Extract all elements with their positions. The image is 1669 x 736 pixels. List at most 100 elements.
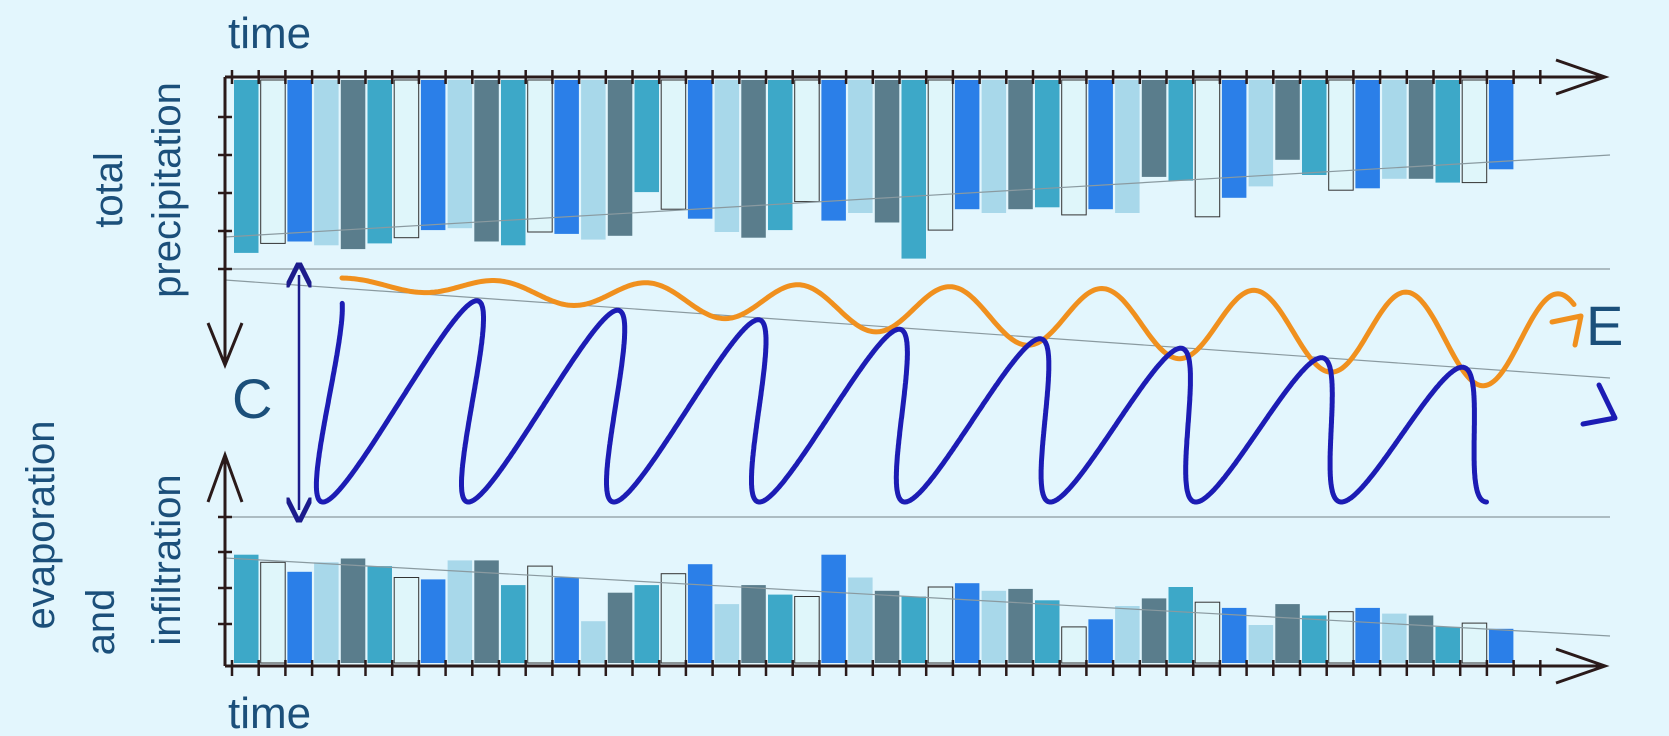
precipitation-bar (874, 80, 900, 223)
evaporation-bar (1035, 600, 1060, 663)
precipitation-bars (234, 79, 1514, 259)
precipitation-trend-line (224, 154, 1611, 238)
precipitation-bar (1221, 80, 1247, 198)
precipitation-bar (1194, 79, 1221, 218)
precipitation-bar (687, 80, 713, 219)
top-time-axis (206, 58, 1610, 369)
middle-trend-line (224, 279, 1611, 379)
precipitation-bar (340, 80, 366, 250)
evaporation-bar (447, 560, 473, 663)
precipitation-bar (1408, 80, 1434, 179)
evaporation-bar (1248, 625, 1274, 663)
precipitation-bar (367, 80, 392, 244)
evaporation-bar (527, 565, 553, 664)
precipitation-bar (1115, 80, 1140, 213)
evaporation-bar (1488, 628, 1514, 663)
evaporation-bar (1275, 604, 1300, 663)
evaporation-bar (234, 554, 259, 663)
precipitation-bar (1328, 79, 1354, 191)
evaporation-bar (1328, 611, 1354, 664)
precipitation-bar (794, 79, 820, 203)
evaporation-bar (1115, 606, 1140, 663)
precipitation-bar (447, 80, 473, 229)
evaporation-bar (393, 577, 420, 664)
top-axis-label-total: total (87, 152, 131, 228)
precipitation-bar (1355, 80, 1380, 189)
evaporation-bar (660, 573, 687, 664)
precipitation-bar (501, 80, 526, 246)
bottom-axis-ticks (218, 515, 1542, 676)
evaporation-bar (581, 621, 606, 663)
bottom-axis-label-evaporation: evaporation (19, 420, 63, 629)
bottom-time-axis (206, 450, 1610, 685)
e-arrow-head (1549, 313, 1584, 348)
evaporation-bar (260, 561, 286, 664)
water-cycle-loops (313, 298, 1489, 505)
precipitation-bar (1275, 80, 1300, 160)
bottom-time-label: time (228, 689, 311, 736)
top-axis-label-precipitation: precipitation (145, 82, 189, 298)
precipitation-bar (1302, 80, 1327, 175)
precipitation-bar (927, 79, 954, 231)
evaporation-bar (1221, 607, 1247, 663)
evaporation-bar (1061, 626, 1087, 664)
evaporation-bar (1461, 622, 1488, 664)
evaporation-bar (741, 585, 766, 663)
evaporation-bar (340, 558, 366, 663)
precipitation-bar (768, 80, 793, 231)
evaporation-bar (1168, 587, 1193, 663)
top-time-label: time (228, 9, 311, 58)
evaporation-bar (634, 585, 659, 663)
evaporation-bars (234, 554, 1514, 664)
precipitation-bar (1035, 80, 1060, 208)
evaporation-bar (714, 604, 740, 663)
precipitation-bar (1141, 80, 1167, 177)
precipitation-bar (848, 80, 873, 213)
e-label: E (1586, 294, 1623, 357)
evaporation-bar (420, 579, 446, 663)
precipitation-bar (954, 80, 980, 210)
precipitation-bar (660, 79, 687, 210)
bottom-axis-label-infiltration: infiltration (145, 474, 189, 645)
precipitation-bar (1008, 80, 1033, 210)
evaporation-bar (1435, 626, 1460, 663)
precipitation-bar (1248, 80, 1274, 187)
precipitation-bar (634, 80, 659, 193)
evaporation-bar (687, 564, 713, 663)
evaporation-trend-line (224, 557, 1611, 637)
evaporation-bar (927, 586, 954, 664)
precipitation-bar (554, 80, 579, 234)
precipitation-bar (474, 80, 499, 242)
precipitation-bar (1168, 80, 1193, 181)
bottom-axis-label-and: and (79, 589, 123, 656)
evaporation-bar (474, 560, 499, 663)
precipitation-bar (901, 80, 926, 259)
precipitation-bar (607, 80, 633, 236)
precipitation-bar (821, 80, 846, 221)
precipitation-bar (1488, 80, 1514, 170)
precipitation-bar (287, 80, 312, 242)
evaporation-bar (874, 590, 900, 663)
evaporation-bar (794, 596, 820, 664)
evaporation-bar (954, 583, 980, 663)
evaporation-bar (1008, 588, 1033, 663)
evaporation-bar (1408, 615, 1434, 663)
evaporation-bar (367, 566, 392, 663)
precipitation-bar (420, 80, 446, 231)
precipitation-bar (393, 79, 420, 239)
evaporation-bar (1382, 613, 1407, 663)
evaporation-bar (607, 592, 633, 663)
evaporation-bar (848, 577, 873, 663)
evaporation-bar (1194, 601, 1221, 664)
evaporation-bar (1141, 598, 1167, 663)
precipitation-bar (981, 80, 1007, 213)
loop-arrow-head (1580, 382, 1618, 427)
evaporation-bar (901, 596, 926, 663)
evaporation-bar (768, 594, 793, 663)
precipitation-bar (581, 80, 606, 240)
evaporation-bar (821, 554, 846, 663)
precipitation-bar (741, 80, 766, 238)
precipitation-bar (714, 80, 740, 232)
evaporation-bar (501, 585, 526, 663)
